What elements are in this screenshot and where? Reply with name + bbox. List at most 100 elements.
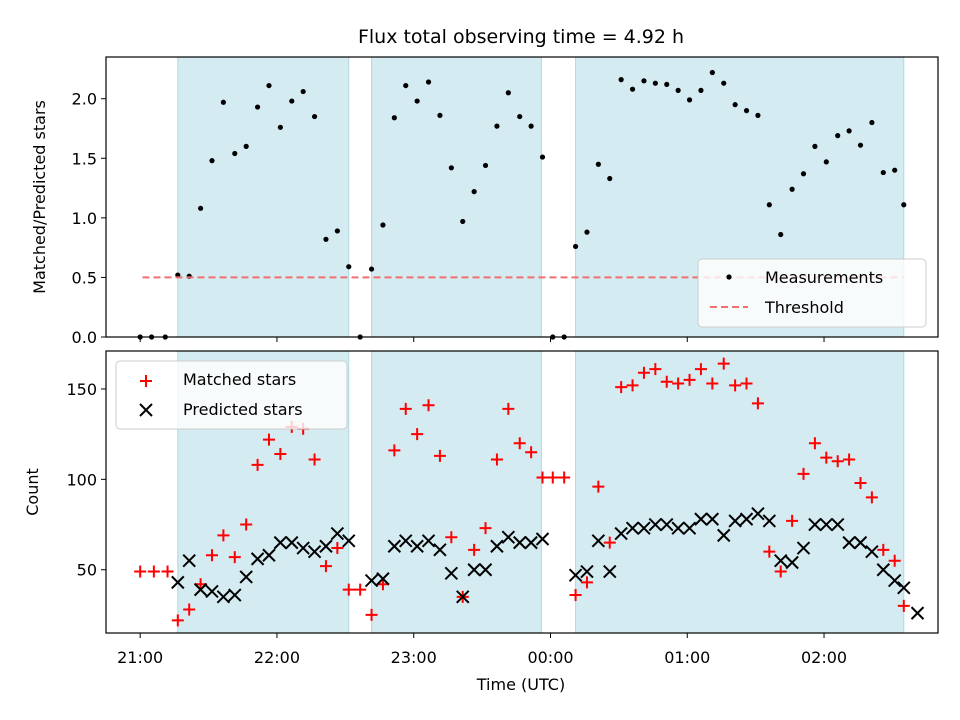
matched-star-point xyxy=(786,514,799,527)
x-axis-label: Time (UTC) xyxy=(476,675,565,694)
measurement-point xyxy=(254,104,261,110)
matched-star-point xyxy=(797,467,810,480)
predicted-star-point xyxy=(433,543,447,557)
measurement-point xyxy=(835,133,841,139)
measurement-point xyxy=(709,69,715,76)
predicted-star-point xyxy=(785,555,799,570)
measurement-point xyxy=(289,98,295,104)
matched-star-point xyxy=(479,522,492,535)
count-x-ticks: 21:00 22:00 23:00 00:00 01:00 02:00 xyxy=(117,633,847,667)
matched-star-point xyxy=(897,599,910,612)
matched-star-point xyxy=(763,545,776,558)
y-tick-label: 2.0 xyxy=(72,90,97,109)
measurement-point xyxy=(277,124,283,130)
measurement-point xyxy=(494,123,500,129)
measurement-point xyxy=(800,171,807,177)
predicted-star-point xyxy=(671,521,685,535)
matched-star-point xyxy=(262,433,275,446)
measurement-point xyxy=(857,142,864,148)
count-plot-marks xyxy=(134,357,925,627)
measurements-legend-label: Measurements xyxy=(765,268,883,287)
measurement-point xyxy=(323,236,329,242)
predicted-star-point xyxy=(250,552,265,566)
matched-star-point xyxy=(672,377,685,390)
matched-star-point xyxy=(820,451,833,464)
matched-star-point xyxy=(354,583,367,596)
matched-star-point xyxy=(205,549,218,562)
matched-star-point xyxy=(740,377,753,390)
matched-star-point xyxy=(660,375,673,388)
matched-star-point xyxy=(637,366,650,379)
predicted-star-point xyxy=(171,575,185,590)
predicted-star-point xyxy=(819,517,834,532)
predicted-star-point xyxy=(614,526,628,541)
measurement-point xyxy=(380,222,386,228)
matched-star-point xyxy=(569,589,582,602)
predicted-star-point xyxy=(262,548,276,562)
matched-star-point xyxy=(445,531,458,544)
matched-star-point xyxy=(580,576,593,589)
predicted-star-point xyxy=(751,506,765,521)
measurement-point xyxy=(539,154,546,160)
measurement-point xyxy=(209,158,215,164)
predicted-star-point xyxy=(364,573,379,588)
measurement-point xyxy=(846,128,852,134)
predicted-legend-label: Predicted stars xyxy=(183,400,303,419)
predicted-star-point xyxy=(421,534,436,548)
predicted-star-point xyxy=(876,563,891,577)
matched-legend-marker xyxy=(140,375,152,387)
measurement-point xyxy=(595,161,601,167)
measurement-point xyxy=(812,143,818,149)
measurement-point xyxy=(607,175,613,182)
predicted-star-point xyxy=(865,544,879,559)
predicted-star-point xyxy=(796,541,811,555)
measurement-point xyxy=(197,205,204,211)
matched-star-point xyxy=(468,543,481,556)
matched-star-point xyxy=(251,458,264,471)
measurement-point xyxy=(652,80,658,86)
matched-star-point xyxy=(831,455,844,468)
ratio-legend-box xyxy=(697,258,927,328)
predicted-star-point xyxy=(853,535,868,550)
measurement-point xyxy=(220,99,226,105)
measurement-point xyxy=(766,202,772,208)
predicted-star-point xyxy=(603,564,617,579)
measurement-point xyxy=(175,272,181,278)
predicted-star-point xyxy=(682,521,697,535)
matched-star-point xyxy=(558,471,571,484)
predicted-star-point xyxy=(524,535,538,550)
measurement-point xyxy=(266,82,272,89)
measurement-point xyxy=(414,98,420,104)
measurement-point xyxy=(391,115,397,121)
matched-star-point xyxy=(808,437,821,450)
count-y-ticks: 50 100 150 xyxy=(66,380,106,580)
predicted-star-point xyxy=(490,539,504,553)
matched-star-point xyxy=(865,491,878,504)
ratio-plot-frame xyxy=(105,56,939,338)
measurement-point xyxy=(641,78,647,84)
predicted-star-point xyxy=(830,517,845,532)
predicted-star-point xyxy=(535,532,550,546)
predicted-star-point xyxy=(580,564,594,579)
x-tick-label: 00:00 xyxy=(527,648,573,667)
observing-window xyxy=(575,350,905,634)
predicted-star-point xyxy=(273,535,288,550)
measurements-legend-marker xyxy=(726,274,732,280)
predicted-star-point xyxy=(694,512,708,526)
measurement-point xyxy=(789,186,795,192)
y-tick-label: 1.0 xyxy=(72,209,97,228)
matched-star-point xyxy=(626,379,639,392)
y-tick-label: 0.5 xyxy=(72,268,97,287)
predicted-star-point xyxy=(728,514,742,528)
count-legend-box xyxy=(115,360,348,430)
matched-star-point xyxy=(592,480,605,493)
predicted-star-point xyxy=(625,521,640,535)
measurement-point xyxy=(300,88,306,95)
measurement-point xyxy=(517,113,523,120)
threshold-legend-label: Threshold xyxy=(764,298,844,317)
matched-star-point xyxy=(854,476,867,489)
matched-star-point xyxy=(615,381,628,394)
measurement-point xyxy=(448,165,454,171)
